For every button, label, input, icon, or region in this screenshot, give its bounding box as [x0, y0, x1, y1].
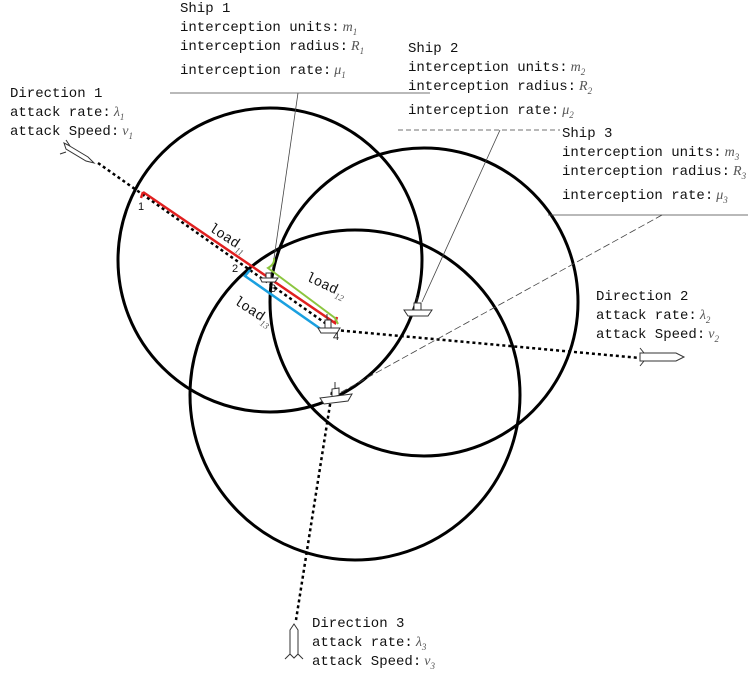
path-3 — [294, 391, 334, 621]
subscript: 3 — [722, 195, 728, 205]
subscript: 3 — [741, 171, 747, 181]
label: interception units: — [562, 145, 722, 161]
direction-speed: attack Speed: v3 — [312, 654, 435, 671]
symbol: R — [732, 164, 742, 179]
path-2 — [334, 328, 641, 360]
direction-title: Direction 3 — [312, 616, 404, 632]
label: attack Speed: — [596, 327, 705, 343]
direction-speed: attack Speed: v2 — [596, 327, 719, 344]
direction-rate: attack rate: λ1 — [10, 105, 124, 122]
ship-rate: interception rate: μ2 — [408, 103, 574, 120]
load-label: load13 — [230, 294, 275, 332]
symbol: λ — [415, 635, 422, 650]
subscript: 1 — [120, 112, 125, 122]
point-label: 1 — [138, 201, 144, 213]
ships — [259, 272, 433, 405]
ship-icon — [259, 272, 279, 283]
subscript: 3 — [429, 661, 435, 671]
ship-title: Ship 1 — [180, 1, 230, 17]
symbol: m — [343, 20, 353, 35]
point-label: 3 — [270, 283, 276, 295]
subscript: 3 — [421, 642, 427, 652]
ranges — [116, 106, 580, 562]
label: attack rate: — [312, 635, 413, 651]
ship-radius: interception radius: R1 — [180, 39, 364, 56]
range-ship-2 — [268, 146, 580, 458]
subscript: 2 — [706, 315, 711, 325]
symbol: v — [122, 124, 129, 139]
subscript: 2 — [714, 334, 719, 344]
label: interception rate: — [562, 188, 713, 204]
symbol: μ — [333, 63, 341, 78]
symbol: μ — [715, 188, 723, 203]
symbol: v — [708, 327, 715, 342]
ship-radius: interception radius: R2 — [408, 79, 593, 96]
ship-units: interception units: m2 — [408, 60, 586, 77]
label: interception rate: — [408, 103, 559, 119]
ship-icon — [317, 314, 341, 334]
label: interception units: — [408, 60, 568, 76]
subscript: 1 — [128, 131, 133, 141]
leader — [271, 92, 299, 273]
label: attack rate: — [10, 105, 111, 121]
missile-icon — [59, 139, 96, 164]
ship-icon — [319, 382, 353, 405]
direction-title: Direction 1 — [10, 86, 102, 102]
symbol: m — [725, 145, 735, 160]
symbol: v — [424, 654, 431, 669]
point-label: 4 — [333, 331, 339, 343]
subscript: 1 — [341, 70, 346, 80]
ship-rate: interception rate: μ3 — [562, 188, 728, 205]
leaders — [170, 92, 748, 396]
ship-rate: interception rate: μ1 — [180, 63, 346, 80]
point-label: 2 — [232, 263, 238, 275]
symbol: μ — [561, 103, 569, 118]
symbol: λ — [113, 105, 120, 120]
leader — [421, 129, 501, 303]
subscript: 3 — [734, 152, 740, 162]
missiles — [59, 139, 686, 660]
label: attack rate: — [596, 308, 697, 324]
label: interception rate: — [180, 63, 331, 79]
ship-title: Ship 2 — [408, 41, 458, 57]
range-ship-3 — [188, 228, 522, 562]
label: interception radius: — [408, 79, 576, 95]
direction-rate: attack rate: λ2 — [596, 308, 711, 325]
attack-paths — [97, 161, 641, 621]
path-1 — [97, 161, 336, 332]
subscript: 1 — [360, 46, 365, 56]
missile-icon — [639, 347, 686, 367]
subscript: 1 — [353, 27, 358, 37]
subscript: 2 — [581, 67, 586, 77]
missile-icon — [284, 623, 304, 660]
ship-units: interception units: m1 — [180, 20, 357, 37]
direction-speed: attack Speed: v1 — [10, 124, 133, 141]
label: attack Speed: — [312, 654, 421, 670]
load-12-segment — [266, 257, 339, 325]
ship-radius: interception radius: R3 — [562, 164, 747, 181]
range-ship-1 — [116, 106, 424, 414]
symbol: λ — [699, 308, 706, 323]
subscript: 2 — [569, 110, 574, 120]
leader — [335, 214, 663, 396]
symbol: R — [578, 79, 588, 94]
ship-icon — [403, 297, 433, 317]
subscript: 2 — [588, 86, 593, 96]
symbol: m — [571, 60, 581, 75]
label: interception radius: — [180, 39, 348, 55]
label: attack Speed: — [10, 124, 119, 140]
symbol: R — [350, 39, 360, 54]
direction-title: Direction 2 — [596, 289, 688, 305]
ship-title: Ship 3 — [562, 126, 612, 142]
ship-units: interception units: m3 — [562, 145, 740, 162]
direction-rate: attack rate: λ3 — [312, 635, 427, 652]
label: interception units: — [180, 20, 340, 36]
label: interception radius: — [562, 164, 730, 180]
